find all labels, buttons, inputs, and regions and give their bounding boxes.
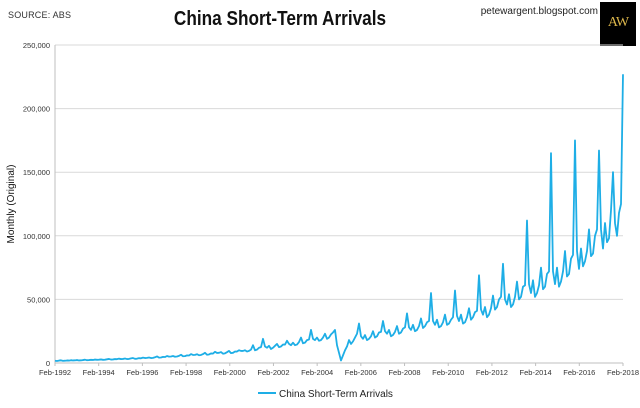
y-tick-label: 100,000	[23, 232, 50, 241]
x-tick-label: Feb-2018	[607, 368, 639, 377]
blog-credit: petewargent.blogspot.com	[480, 6, 598, 17]
logo: AW	[600, 2, 636, 46]
y-tick-labels: 0 50,000 100,000 150,000 200,000 250,000	[23, 41, 50, 368]
axes	[54, 45, 624, 366]
y-tick-label: 50,000	[27, 295, 50, 304]
gridlines	[55, 44, 623, 300]
x-tick-label: Feb-2012	[476, 368, 508, 377]
x-tick-label: Feb-1994	[83, 368, 115, 377]
x-tick-label: Feb-2014	[520, 368, 552, 377]
x-tick-label: Feb-2008	[388, 368, 420, 377]
x-tick-label: Feb-1992	[39, 368, 71, 377]
x-tick-label: Feb-1998	[170, 368, 202, 377]
legend: China Short-Term Arrivals	[258, 389, 393, 400]
legend-label: China Short-Term Arrivals	[279, 389, 393, 400]
x-tick-labels: Feb-1992 Feb-1994 Feb-1996 Feb-1998 Feb-2000…	[39, 368, 639, 377]
chart-title: China Short-Term Arrivals	[173, 8, 387, 30]
x-tick-label: Feb-2000	[214, 368, 246, 377]
y-tick-label: 0	[46, 359, 50, 368]
y-axis-label: Monthly (Original)	[6, 165, 17, 244]
y-tick-label: 250,000	[23, 41, 50, 50]
source-note: SOURCE: ABS	[8, 10, 72, 20]
y-tick-label: 200,000	[23, 105, 50, 114]
x-tick-label: Feb-2002	[257, 368, 289, 377]
x-tick-label: Feb-2010	[432, 368, 464, 377]
x-tick-label: Feb-2016	[563, 368, 595, 377]
x-tick-label: Feb-1996	[126, 368, 158, 377]
logo-text: AW	[607, 15, 629, 30]
series-line	[54, 74, 624, 362]
x-tick-label: Feb-2006	[345, 368, 377, 377]
y-tick-label: 150,000	[23, 168, 50, 177]
x-tick-label: Feb-2004	[301, 368, 333, 377]
